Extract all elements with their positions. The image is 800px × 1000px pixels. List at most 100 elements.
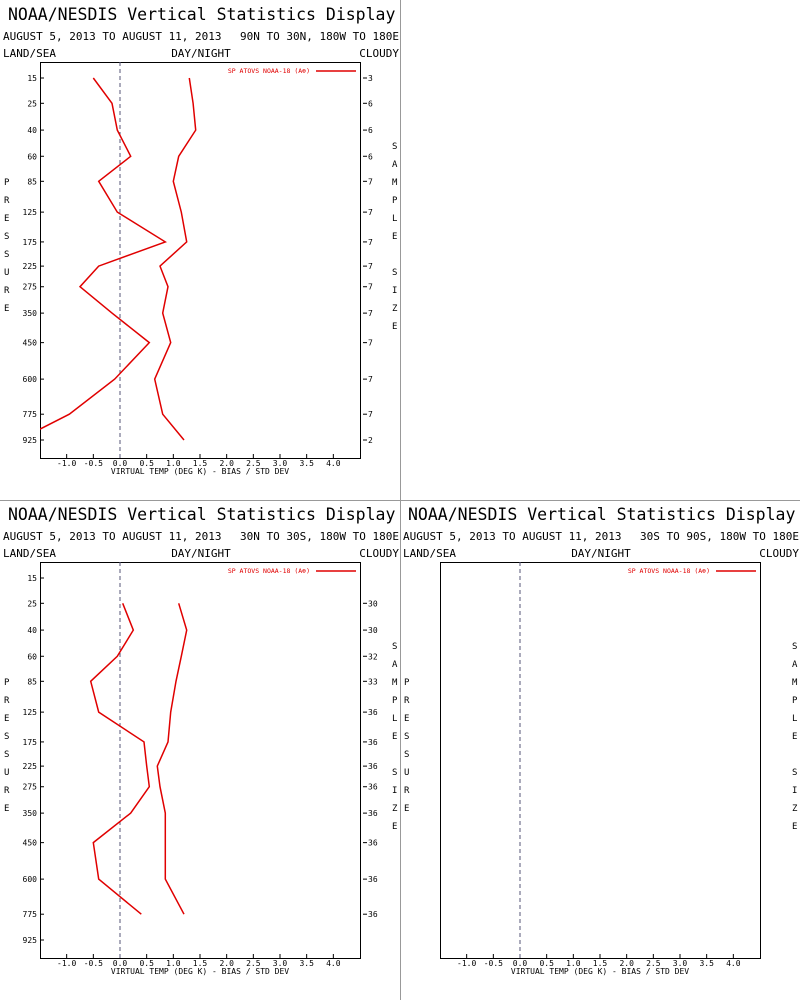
x-tick-label: -1.0 — [57, 959, 76, 968]
x-tick-label: 1.5 — [593, 959, 608, 968]
x-tick-label: 3.0 — [273, 959, 288, 968]
sample-size: 7 — [368, 309, 373, 318]
y-tick-label: 925 — [23, 936, 38, 945]
x-axis-label: VIRTUAL TEMP (DEG K) - BIAS / STD DEV — [511, 967, 689, 976]
y-tick-label: 775 — [23, 410, 38, 419]
x-tick-label: 0.0 — [113, 459, 128, 468]
legend-label: SP ATOVS NOAA-18 (A⊕) — [228, 67, 310, 75]
y-tick-label: 600 — [23, 875, 38, 884]
y-tick-label: 25 — [27, 599, 37, 608]
x-tick-label: 0.0 — [513, 959, 528, 968]
x-tick-label: 2.0 — [619, 959, 634, 968]
sample-size: 32 — [368, 652, 378, 661]
sample-size: 7 — [368, 339, 373, 348]
x-tick-label: -1.0 — [57, 459, 76, 468]
y-tick-label: 175 — [23, 738, 38, 747]
series-line — [89, 603, 151, 915]
y-tick-label: 25 — [27, 99, 37, 108]
x-tick-label: 3.0 — [273, 459, 288, 468]
y-tick-label: 40 — [27, 126, 37, 135]
y-tick-label: 925 — [23, 436, 38, 445]
x-tick-label: 1.5 — [193, 959, 208, 968]
x-tick-label: 1.0 — [166, 959, 181, 968]
x-axis-label: VIRTUAL TEMP (DEG K) - BIAS / STD DEV — [111, 467, 289, 476]
day-night: DAY/NIGHT — [571, 547, 631, 560]
y-tick-label: 175 — [23, 238, 38, 247]
sample-size: 2 — [368, 436, 373, 445]
sample-size: 36 — [368, 708, 378, 717]
sample-size: 36 — [368, 783, 378, 792]
plot-frame — [40, 62, 361, 459]
x-tick-label: 3.5 — [699, 959, 714, 968]
sample-size: 7 — [368, 238, 373, 247]
y-tick-label: 225 — [23, 262, 38, 271]
y-tick-label: 275 — [23, 783, 38, 792]
y-tick-label: 225 — [23, 762, 38, 771]
x-tick-label: 4.0 — [326, 459, 341, 468]
y-tick-label: 275 — [23, 283, 38, 292]
plot-frame — [440, 562, 761, 959]
panel: NOAA/NESDIS Vertical Statistics Display A… — [3, 505, 399, 976]
x-tick-label: 3.0 — [673, 959, 688, 968]
panel: NOAA/NESDIS Vertical Statistics Display A… — [3, 5, 399, 476]
y-tick-label: 60 — [27, 652, 37, 661]
panel-title: NOAA/NESDIS Vertical Statistics Display — [408, 505, 795, 524]
y-tick-label: 15 — [27, 74, 37, 83]
sample-size: 36 — [368, 875, 378, 884]
x-tick-label: 1.0 — [166, 459, 181, 468]
x-tick-label: 0.5 — [139, 959, 154, 968]
x-tick-label: 0.0 — [113, 959, 128, 968]
sample-size: 30 — [368, 599, 378, 608]
sample-size: 7 — [368, 283, 373, 292]
series-line — [40, 77, 168, 430]
cloudy: CLOUDY — [359, 547, 399, 560]
cloudy: CLOUDY — [359, 47, 399, 60]
date-range: AUGUST 5, 2013 TO AUGUST 11, 2013 — [3, 30, 222, 43]
x-tick-label: 2.5 — [246, 459, 261, 468]
sample-size: 3 — [368, 74, 373, 83]
sample-size: 6 — [368, 99, 373, 108]
x-tick-label: 2.0 — [219, 459, 234, 468]
x-tick-label: -0.5 — [84, 959, 103, 968]
x-tick-label: -0.5 — [84, 459, 103, 468]
land-sea: LAND/SEA — [403, 547, 456, 560]
panel-title: NOAA/NESDIS Vertical Statistics Display — [8, 5, 395, 24]
x-tick-label: 3.5 — [299, 959, 314, 968]
y-tick-label: 85 — [27, 177, 37, 186]
x-tick-label: -0.5 — [484, 959, 503, 968]
sample-size: 36 — [368, 910, 378, 919]
y-tick-label: 85 — [27, 677, 37, 686]
y-tick-label: 60 — [27, 152, 37, 161]
sample-size: 30 — [368, 626, 378, 635]
series-line — [156, 603, 188, 915]
x-tick-label: 2.5 — [246, 959, 261, 968]
cloudy: CLOUDY — [759, 547, 799, 560]
region: 90N TO 30N, 180W TO 180E — [240, 30, 399, 43]
x-axis-label: VIRTUAL TEMP (DEG K) - BIAS / STD DEV — [111, 967, 289, 976]
sample-size: 33 — [368, 677, 378, 686]
y-tick-label: 40 — [27, 626, 37, 635]
sample-size: 36 — [368, 809, 378, 818]
x-tick-label: -1.0 — [457, 959, 476, 968]
y-tick-label: 450 — [23, 839, 38, 848]
y-tick-label: 600 — [23, 375, 38, 384]
land-sea: LAND/SEA — [3, 547, 56, 560]
plot-frame — [40, 562, 361, 959]
series-line — [153, 77, 197, 441]
sample-size: 36 — [368, 839, 378, 848]
sample-size: 7 — [368, 410, 373, 419]
x-tick-label: 4.0 — [326, 959, 341, 968]
sample-size: 36 — [368, 738, 378, 747]
date-range: AUGUST 5, 2013 TO AUGUST 11, 2013 — [3, 530, 222, 543]
day-night: DAY/NIGHT — [171, 47, 231, 60]
panel: NOAA/NESDIS Vertical Statistics Display A… — [403, 505, 799, 976]
sample-size: 6 — [368, 126, 373, 135]
legend-label: SP ATOVS NOAA-18 (A⊕) — [628, 567, 710, 575]
legend-label: SP ATOVS NOAA-18 (A⊕) — [228, 567, 310, 575]
sample-size: 7 — [368, 208, 373, 217]
x-tick-label: 4.0 — [726, 959, 741, 968]
